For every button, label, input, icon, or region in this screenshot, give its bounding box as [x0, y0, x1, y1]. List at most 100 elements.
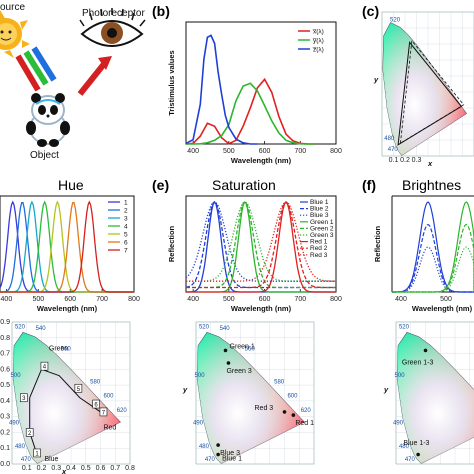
panel-e-x-tick-label: 500	[223, 296, 235, 303]
cie-e-point-label: Green 3	[226, 368, 251, 375]
panel-e-series-line	[186, 201, 336, 282]
cie-d-wavelength-label: 540	[36, 326, 47, 332]
cie-e-point-label: Red 3	[255, 405, 274, 412]
panel-e-legend-label: Blue 2	[310, 206, 329, 213]
panel-c-cie-diagram: 520 480 470 y x 0.1 0.2 0.3	[373, 11, 474, 168]
panel-c-gamut-triangle-dashed	[399, 39, 465, 144]
panel-b-legend-label: z̅(λ)	[313, 47, 324, 54]
cie-d-y-tick-label: 0.5	[0, 382, 10, 389]
panel-f-x-tick-label: 500	[440, 296, 452, 303]
panel-b-x-tick-label: 400	[187, 148, 199, 155]
panel-e-legend-label: Blue 3	[310, 212, 329, 219]
panel-e-legend-label: Green 1	[310, 219, 334, 226]
cie-f-point-marker	[423, 348, 428, 353]
cie-d-y-tick-label: 0.2	[0, 429, 10, 436]
panel-b-x-tick-label: 800	[330, 148, 342, 155]
panel-c-x-tick-label: 0.3	[412, 157, 422, 164]
cie-f-wavelength-label: 520	[399, 324, 410, 330]
cie-d-x-tick-label: 0.5	[81, 465, 91, 472]
cie-d-spectral-locus-white-point	[13, 332, 121, 464]
cie-d-wavelength-label: 470	[21, 457, 32, 463]
cie-e-point-label: Blue 1	[222, 456, 242, 463]
cie-d-x-tick-label: 0.7	[110, 465, 120, 472]
cie-e-wavelength-label: 600	[287, 394, 298, 400]
panel-b-legend: x̅(λ) y̅(λ) z̅(λ)	[298, 29, 324, 54]
panel-e-x-tick-label: 600	[259, 296, 271, 303]
panel-c-wavelength-label: 520	[390, 18, 401, 24]
panel-b-y-axis-label: Tristimulus values	[167, 50, 176, 115]
cie-e-spectral-locus-white-point	[197, 332, 305, 464]
cie-e-point-label: Blue 3	[220, 450, 240, 457]
panel-b-legend-label: x̅(λ)	[313, 29, 324, 36]
cie-d-wavelength-label: 600	[103, 394, 114, 400]
cie-d-red-label: Red	[103, 424, 116, 431]
cie-d-y-tick-label: 0.8	[0, 335, 10, 342]
panel-e-series-line	[186, 200, 336, 293]
cie-f-spectral-locus-white-point	[397, 332, 474, 464]
panel-e-legend-label: Green 3	[310, 232, 334, 239]
panel-b-x-tick-label: 500	[223, 148, 235, 155]
cie-d-point-label: 6	[94, 403, 98, 409]
panel-e-title: Saturation	[212, 177, 276, 193]
cie-d-point-label: 7	[102, 410, 106, 416]
cie-f-wavelength-label: 490	[393, 421, 404, 427]
red-ray	[15, 54, 41, 92]
cie-d-point-label: 5	[77, 387, 81, 393]
panel-f-series-line	[392, 223, 474, 293]
panel-e-x-tick-label: 400	[187, 296, 199, 303]
panel-d-series-line	[0, 200, 134, 293]
cie-d-wavelength-label: 620	[117, 408, 128, 414]
cie-d-wavelength-label: 490	[9, 421, 20, 427]
cie-e-point-marker	[291, 413, 296, 417]
panel-b-series-line	[186, 82, 315, 145]
cie-e-point-marker	[223, 348, 228, 353]
panel-d-legend-label: 1	[124, 200, 128, 207]
cie-e-wavelength-label: 620	[301, 408, 312, 414]
cie-d-wavelength-label: 500	[11, 373, 22, 379]
panel-b-x-tick-label: 600	[259, 148, 271, 155]
panel-c-x-tick-label: 0.1	[389, 157, 399, 164]
cie-f-y-axis-label: y	[383, 385, 389, 394]
cie-d-point-box	[33, 448, 41, 458]
panel-d-legend-label: 6	[124, 240, 128, 247]
panel-d-x-tick-label: 400	[1, 296, 13, 303]
cie-d-blue-label: Blue	[44, 456, 58, 463]
cie-e-wavelength-label: 580	[274, 380, 285, 386]
reflected-ray	[77, 62, 107, 96]
panel-d-legend-label: 4	[124, 224, 128, 231]
cie-d-point-label: 3	[22, 396, 26, 402]
light-rays	[15, 46, 112, 96]
panel-b-legend-label: y̅(λ)	[313, 38, 324, 45]
panel-a-schematic: ource Photoreceptor	[0, 2, 146, 161]
cie-d-wavelength-label: 560	[61, 346, 72, 352]
panel-e-x-tick-label: 700	[294, 296, 306, 303]
panel-c-wavelength-label: 470	[388, 147, 399, 153]
cie-d-y-tick-label: 0.7	[0, 351, 10, 358]
panel-d-legend-label: 7	[124, 248, 128, 255]
panel-e-legend-label: Red 2	[310, 245, 328, 252]
panel-f-title: Brightnes	[402, 177, 461, 193]
cie-e-point-marker	[216, 443, 220, 447]
cie-d-x-tick-label: 0.4	[66, 465, 76, 472]
panel-f-cie-diagram: 520 500 490 480 470 Green 1-3 Blue 1-3 y	[383, 321, 474, 465]
cie-d-x-axis-label: x	[61, 467, 67, 474]
cie-d-point-label: 4	[43, 365, 47, 371]
panel-c-y-axis-label: y	[373, 75, 379, 84]
blue-ray	[31, 46, 57, 82]
cie-f-wavelength-label: 500	[395, 373, 406, 379]
cie-e-point-marker	[226, 361, 231, 365]
cie-d-point-box	[92, 399, 100, 409]
cie-e-wavelength-label: 520	[199, 324, 210, 330]
cie-d-green-label: Green	[49, 345, 69, 352]
panel-b-letter: (b)	[152, 3, 170, 19]
cie-e-point-marker	[282, 410, 287, 414]
panel-d-legend-label: 3	[124, 216, 128, 223]
panel-c-x-axis-label: x	[427, 159, 433, 168]
panel-e-letter: (e)	[152, 177, 169, 193]
panel-e-legend-label: Green 2	[310, 225, 334, 232]
panel-b-series-line	[185, 77, 315, 145]
cie-e-point-marker	[216, 452, 220, 457]
